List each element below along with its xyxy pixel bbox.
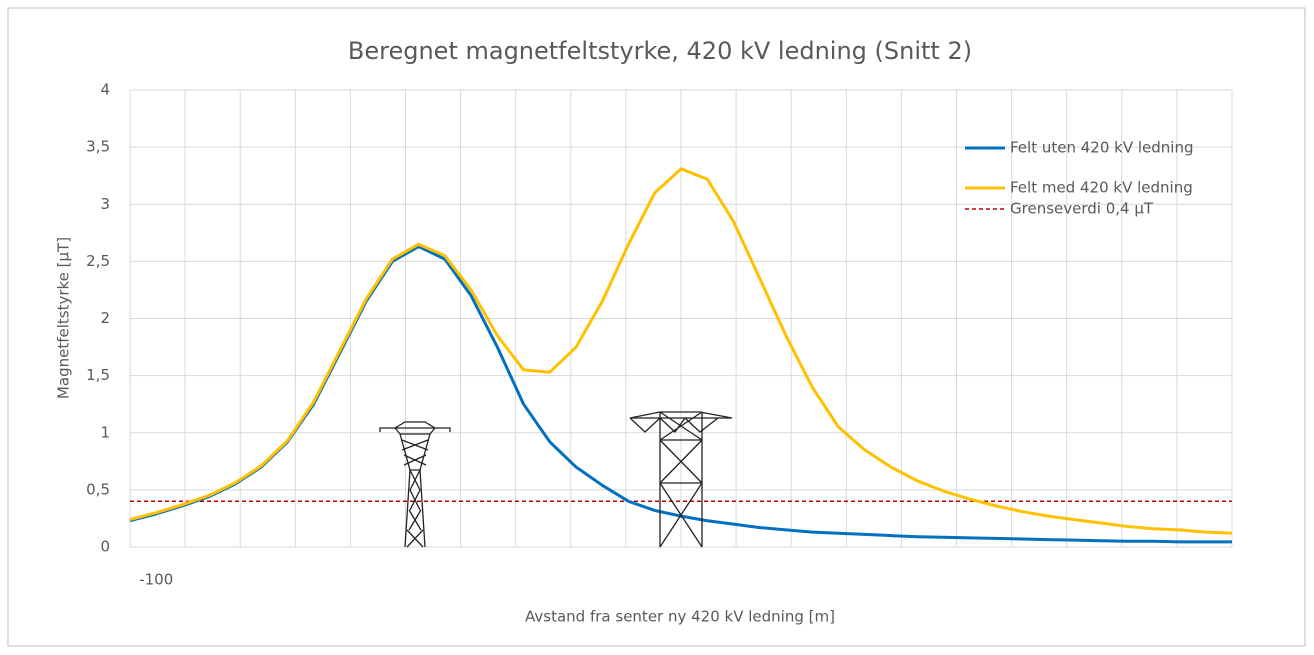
y-tick-label: 1,5 — [86, 366, 110, 384]
x-tick-label: -100 — [139, 571, 173, 589]
y-tick-label: 2 — [100, 309, 110, 327]
legend-label: Felt uten 420 kV ledning — [1010, 139, 1193, 157]
legend-label: Grenseverdi 0,4 µT — [1010, 200, 1154, 218]
y-tick-label: 1 — [100, 423, 110, 441]
y-tick-label: 3 — [100, 195, 110, 213]
y-tick-label: 0,5 — [86, 480, 110, 498]
y-axis-label: Magnetfeltstyrke [µT] — [55, 237, 73, 399]
x-axis-label: Avstand fra senter ny 420 kV ledning [m] — [525, 608, 835, 626]
tower-left — [379, 421, 451, 548]
legend-label: Felt med 420 kV ledning — [1010, 179, 1193, 197]
y-tick-label: 2,5 — [86, 252, 110, 270]
plot: 0 0,5 1 1,5 2 2,5 3 3,5 4 -100 Felt uten 420 kV le… — [86, 81, 1233, 589]
series-line — [129, 167, 1233, 535]
y-tick-label: 4 — [100, 81, 110, 99]
chart-title: Beregnet magnetfeltstyrke, 420 kV lednin… — [348, 37, 972, 65]
chart-border — [7, 7, 1306, 647]
y-tick-label: 0 — [100, 538, 110, 556]
tower-right — [629, 411, 733, 548]
y-tick-label: 3,5 — [86, 138, 110, 156]
